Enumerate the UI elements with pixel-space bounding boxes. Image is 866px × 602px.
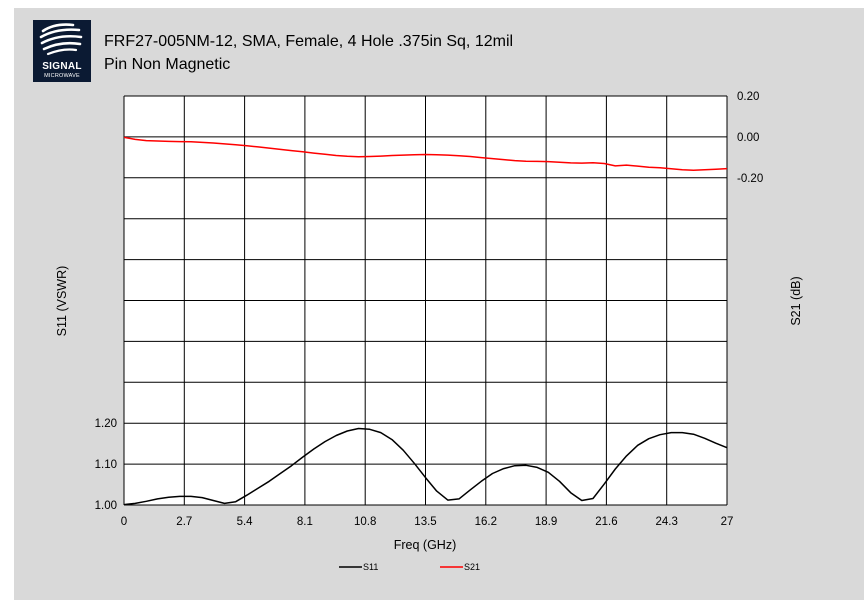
chart-title-line2: Pin Non Magnetic bbox=[104, 56, 231, 73]
y-right-tick-label: 0.20 bbox=[737, 91, 759, 103]
legend-label-s21: S21 bbox=[464, 562, 480, 572]
x-tick-label: 10.8 bbox=[354, 516, 376, 528]
x-tick-label: 8.1 bbox=[297, 516, 313, 528]
y-left-tick-label: 1.10 bbox=[95, 459, 117, 471]
y-right-tick-label: -0.20 bbox=[737, 173, 763, 185]
y-left-tick-label: 1.20 bbox=[95, 418, 117, 430]
chart-labels: Freq (GHz) S11 (VSWR) S21 (dB) 0 2.7 5.4 8.… bbox=[55, 91, 803, 552]
x-tick-label: 16.2 bbox=[475, 516, 497, 528]
x-axis-label: Freq (GHz) bbox=[394, 538, 457, 552]
chart-legend: S11 S21 bbox=[339, 562, 480, 572]
x-tick-label: 5.4 bbox=[237, 516, 254, 528]
chart-series bbox=[123, 136, 728, 506]
x-tick-label: 2.7 bbox=[176, 516, 192, 528]
y-left-tick-label: 1.00 bbox=[95, 500, 117, 512]
x-tick-label: 13.5 bbox=[414, 516, 436, 528]
y-right-tick-label: 0.00 bbox=[737, 132, 759, 144]
chart-title-line1: FRF27-005NM-12, SMA, Female, 4 Hole .375… bbox=[104, 33, 514, 50]
x-tick-label: 24.3 bbox=[656, 516, 678, 528]
x-tick-label: 27 bbox=[721, 516, 734, 528]
series-line-s11 bbox=[123, 427, 728, 506]
logo-wordmark-microwave: MICROWAVE bbox=[44, 73, 80, 79]
y-axis-label-right: S21 (dB) bbox=[789, 276, 803, 325]
series-line-s21 bbox=[123, 136, 728, 171]
x-tick-label: 18.9 bbox=[535, 516, 557, 528]
x-tick-label: 21.6 bbox=[595, 516, 617, 528]
logo-wordmark-signal: SIGNAL bbox=[42, 61, 82, 72]
signal-microwave-logo: SIGNAL MICROWAVE bbox=[33, 20, 91, 82]
y-axis-label-left: S11 (VSWR) bbox=[55, 266, 69, 337]
x-tick-label: 0 bbox=[121, 516, 127, 528]
legend-label-s11: S11 bbox=[363, 562, 378, 572]
